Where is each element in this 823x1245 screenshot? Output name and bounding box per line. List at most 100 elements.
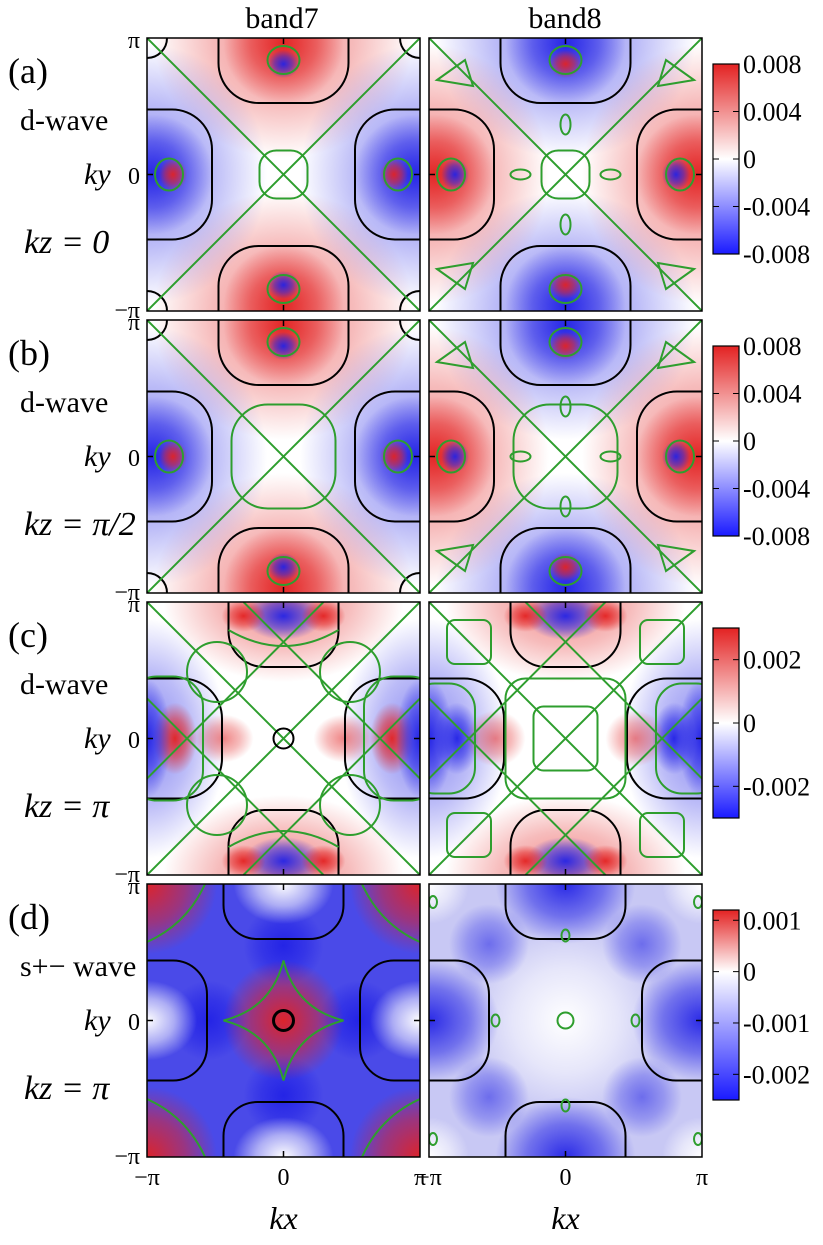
heat-region (429, 884, 469, 924)
heat-region (602, 1057, 682, 1137)
heat-region (605, 710, 666, 767)
panel-label: (c) (8, 615, 48, 655)
kz-label: kz = π (24, 1070, 110, 1107)
heat-region (301, 602, 346, 632)
colorbar-tick-label: 0.008 (743, 332, 802, 361)
y-axis-label: ky (84, 1004, 111, 1037)
node-contour (548, 556, 583, 586)
y-tick-label: 0 (128, 728, 140, 754)
heat-region (441, 158, 469, 191)
node-contour (266, 556, 301, 586)
fermi-surface-contour (499, 38, 632, 104)
node-contour (429, 602, 607, 780)
colorbar-tick-label: 0.004 (743, 98, 802, 127)
node-contour (147, 1098, 206, 1157)
fermi-surface-contour (227, 602, 340, 668)
node-contour (540, 149, 591, 200)
heat-region (549, 332, 582, 360)
colorbar-tick-label: 0.008 (743, 50, 802, 79)
heat-region (495, 884, 636, 944)
y-axis-label: ky (84, 158, 111, 191)
node-contour (693, 1132, 702, 1146)
node-contour (434, 261, 475, 291)
node-contour (266, 45, 301, 75)
column-title-band8: band8 (528, 2, 601, 35)
node-contour (147, 675, 204, 802)
fermi-surface-contour (504, 884, 627, 940)
node-contour (319, 641, 381, 703)
node-contour (434, 58, 475, 88)
node-contour (227, 830, 340, 848)
fermi-surface-contour (499, 527, 632, 593)
node-contour (446, 619, 492, 665)
heat-region (662, 440, 690, 473)
fermi-surface-contour (429, 108, 495, 241)
fermi-surface-contour (641, 959, 702, 1082)
node-contour (655, 682, 702, 795)
node-contour (154, 439, 184, 474)
node-contour (223, 960, 344, 1081)
x-tick-label: π (414, 1165, 426, 1191)
heat-region (370, 980, 420, 1061)
panels-group: 0.008 0.004 0 -0.004 -0.008 (a) d-wave ky π 0 −π kz… (8, 28, 810, 1236)
kz-label: kz = 0 (24, 224, 109, 261)
heat-region (159, 440, 187, 473)
heat-region (503, 845, 548, 875)
node-contour (147, 602, 325, 780)
node-contour (147, 38, 420, 311)
heatmap-panel-band7 (146, 319, 421, 594)
node-contour (560, 928, 571, 943)
fermi-surface-contour (147, 390, 213, 523)
heat-region (159, 158, 187, 191)
node-contour (258, 149, 309, 200)
y-tick-label: −π (114, 862, 140, 888)
fermi-surface-contour (636, 108, 702, 241)
heat-region (549, 50, 582, 78)
fermi-surface-contour (499, 320, 632, 386)
fermi-surface-contour (509, 809, 622, 875)
heat-region (147, 678, 171, 799)
heatmap-panel-band8 (428, 37, 703, 312)
fermi-surface-contour (222, 1101, 345, 1157)
x-tick-label: π (696, 1165, 708, 1191)
colorbar-tick-label: -0.001 (743, 1009, 810, 1038)
node-contour (599, 450, 622, 463)
node-contour (429, 895, 438, 909)
pairing-label: d-wave (20, 668, 108, 701)
node-contour (559, 395, 572, 418)
node-contour (559, 113, 572, 136)
node-contour (512, 403, 619, 510)
node-contour (656, 58, 697, 88)
heatmap-panel-band8 (428, 319, 703, 594)
heatmap-panel-band8 (428, 883, 703, 1158)
node-contour (656, 543, 697, 573)
y-axis-label: ky (84, 722, 111, 755)
colorbar-tick-label: -0.002 (743, 772, 810, 801)
x-tick-label: 0 (560, 1165, 572, 1191)
node-contour (559, 213, 572, 236)
fermi-surface-contour (217, 38, 350, 104)
node-contour (383, 157, 413, 192)
node-contour (434, 543, 475, 573)
colorbar-tick-label: 0 (743, 145, 756, 174)
heat-region (221, 845, 266, 875)
node-contour (548, 327, 583, 357)
fermi-surface-contour (626, 677, 702, 800)
node-contour (639, 812, 685, 858)
heatmap-content (147, 320, 420, 593)
node-contour (147, 884, 206, 943)
heat-region (267, 332, 300, 360)
fermi-surface-contour (227, 809, 340, 875)
node-contour (363, 675, 420, 802)
fermi-surface-contour (344, 677, 420, 800)
x-axis-label: kx (551, 1200, 579, 1236)
colorbar-tick-label: 0 (743, 958, 756, 987)
heatmap-content (429, 320, 702, 593)
heat-region (223, 960, 344, 1081)
node-contour (429, 602, 702, 875)
fermi-surface-contour (509, 602, 622, 668)
node-contour (524, 602, 702, 780)
fermi-surface-contour (429, 390, 495, 523)
heat-region (632, 960, 702, 1081)
heat-region (449, 1057, 529, 1137)
